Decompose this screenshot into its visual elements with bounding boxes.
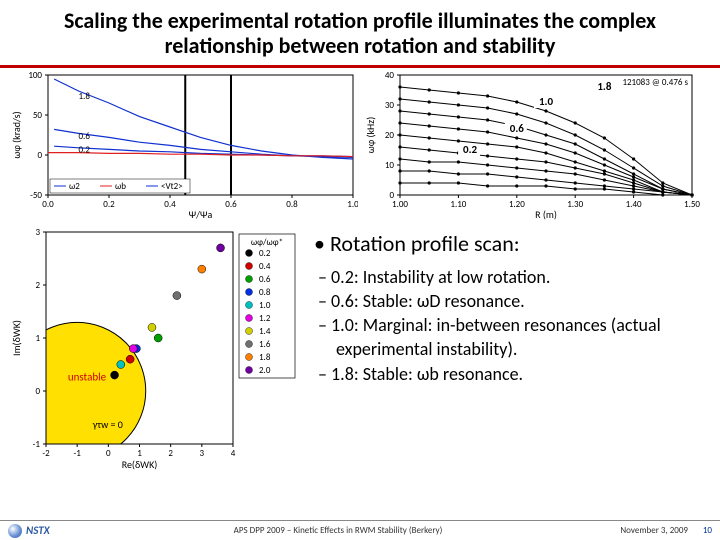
svg-text:3: 3 [35,227,40,238]
svg-text:1.4: 1.4 [259,326,271,337]
sub-bullet-item: 1.8: Stable: ωb resonance. [336,362,712,386]
svg-text:-1: -1 [74,448,82,459]
svg-text:2.0: 2.0 [259,365,271,376]
footer: NSTX APS DPP 2009 – Kinetic Effects in R… [0,520,720,540]
svg-text:0.4: 0.4 [164,199,176,210]
svg-text:<Vt2>: <Vt2> [161,181,183,192]
svg-text:20: 20 [385,130,395,141]
svg-text:0.6: 0.6 [79,131,91,142]
nstx-label: NSTX [26,524,50,537]
svg-text:0: 0 [37,150,42,161]
footer-date: November 3, 2009 [548,525,688,536]
sub-bullets: 0.2: Instability at low rotation.0.6: St… [314,265,712,386]
svg-text:2: 2 [168,448,173,459]
svg-text:0.2: 0.2 [463,143,478,156]
svg-text:50: 50 [33,110,43,121]
svg-text:1.30: 1.30 [567,199,583,210]
svg-text:4: 4 [231,448,236,459]
svg-text:R (m): R (m) [535,208,557,220]
svg-text:0: 0 [389,190,394,201]
title-area: Scaling the experimental rotation profil… [0,0,720,65]
svg-text:40: 40 [385,70,395,81]
svg-text:1.8: 1.8 [259,352,271,363]
svg-text:0.8: 0.8 [259,287,271,298]
top-charts-row: 0.00.20.40.60.81.0-50050100Ψ/Ψaωφ (krad/… [0,68,720,220]
svg-text:1.0: 1.0 [539,95,554,108]
svg-text:30: 30 [385,100,395,111]
svg-text:0.2: 0.2 [103,199,115,210]
svg-text:0.6: 0.6 [259,274,271,285]
sub-bullet-item: 0.6: Stable: ωD resonance. [336,289,712,313]
main-bullet-text: Rotation profile scan: [330,230,520,257]
svg-text:ωφ (krad/s): ωφ (krad/s) [10,111,23,158]
svg-text:0.6: 0.6 [225,199,237,210]
svg-text:1.8: 1.8 [597,80,612,93]
svg-text:3: 3 [200,448,205,459]
svg-text:1.20: 1.20 [509,199,525,210]
svg-text:1.0: 1.0 [347,199,358,210]
svg-text:ωφ/ωφ*: ωφ/ωφ* [251,237,283,248]
svg-text:0: 0 [106,448,111,459]
svg-text:1.40: 1.40 [626,199,642,210]
slide-title: Scaling the experimental rotation profil… [20,8,700,59]
sub-bullet-item: 0.2: Instability at low rotation. [336,265,712,289]
svg-text:unstable: unstable [68,370,107,383]
lower-row: -2-101234-10123Re(δWK)Im(δWK)unstableγτw… [0,220,720,474]
svg-text:1.50: 1.50 [684,199,700,210]
svg-text:100: 100 [28,70,42,81]
svg-text:1.8: 1.8 [79,91,91,102]
chart-rotation-profile: 0.0 0.2 0.4 0.6 0.8 1.0 -50 0 50 100 Ψ/Ψa ωφ (krad/… [8,70,358,220]
svg-text:Ψ/Ψa: Ψ/Ψa [189,208,213,220]
svg-text:0.0: 0.0 [42,199,54,210]
svg-text:2: 2 [35,280,40,291]
svg-text:Re(δWK): Re(δWK) [122,458,158,471]
svg-text:ωb: ωb [115,181,126,192]
nstx-logo-icon [8,524,22,538]
svg-text:0.6: 0.6 [510,122,525,135]
svg-text:γτw = 0: γτw = 0 [92,418,123,431]
sub-bullet-item: 1.0: Marginal: in-between resonances (ac… [336,313,712,362]
svg-text:Im(δWK): Im(δWK) [10,320,23,356]
svg-text:1.0: 1.0 [259,300,271,311]
svg-text:-1: -1 [33,439,41,450]
text-column: • Rotation profile scan: 0.2: Instabilit… [306,224,712,474]
svg-text:0.8: 0.8 [286,199,298,210]
svg-text:1.6: 1.6 [259,339,271,350]
footer-center: APS DPP 2009 – Kinetic Effects in RWM St… [128,525,548,536]
svg-text:-2: -2 [42,448,50,459]
footer-left: NSTX [8,524,128,538]
svg-text:-50: -50 [30,190,42,201]
chart-rotation-radial: 1.00 1.10 1.20 1.30 1.40 1.50 0 10 20 30 40 R (m) ωφ… [362,70,702,220]
svg-text:1.2: 1.2 [259,313,271,324]
svg-text:10: 10 [385,160,395,171]
footer-page: 10 [688,525,712,536]
svg-text:1.00: 1.00 [392,199,408,210]
main-bullet: • Rotation profile scan: [314,230,712,257]
chart-stability-plane: -2-101234-10123Re(δWK)Im(δWK)unstableγτw… [8,224,298,474]
svg-text:0: 0 [35,386,40,397]
svg-text:1: 1 [35,333,40,344]
svg-text:ω2: ω2 [69,181,80,192]
svg-text:ωφ (kHz): ωφ (kHz) [364,116,377,153]
svg-text:0.2: 0.2 [259,248,271,259]
svg-text:0.4: 0.4 [259,261,271,272]
svg-text:1.10: 1.10 [450,199,466,210]
svg-text:0.2: 0.2 [79,144,91,155]
svg-text:121083 @ 0.476 s: 121083 @ 0.476 s [622,77,688,88]
